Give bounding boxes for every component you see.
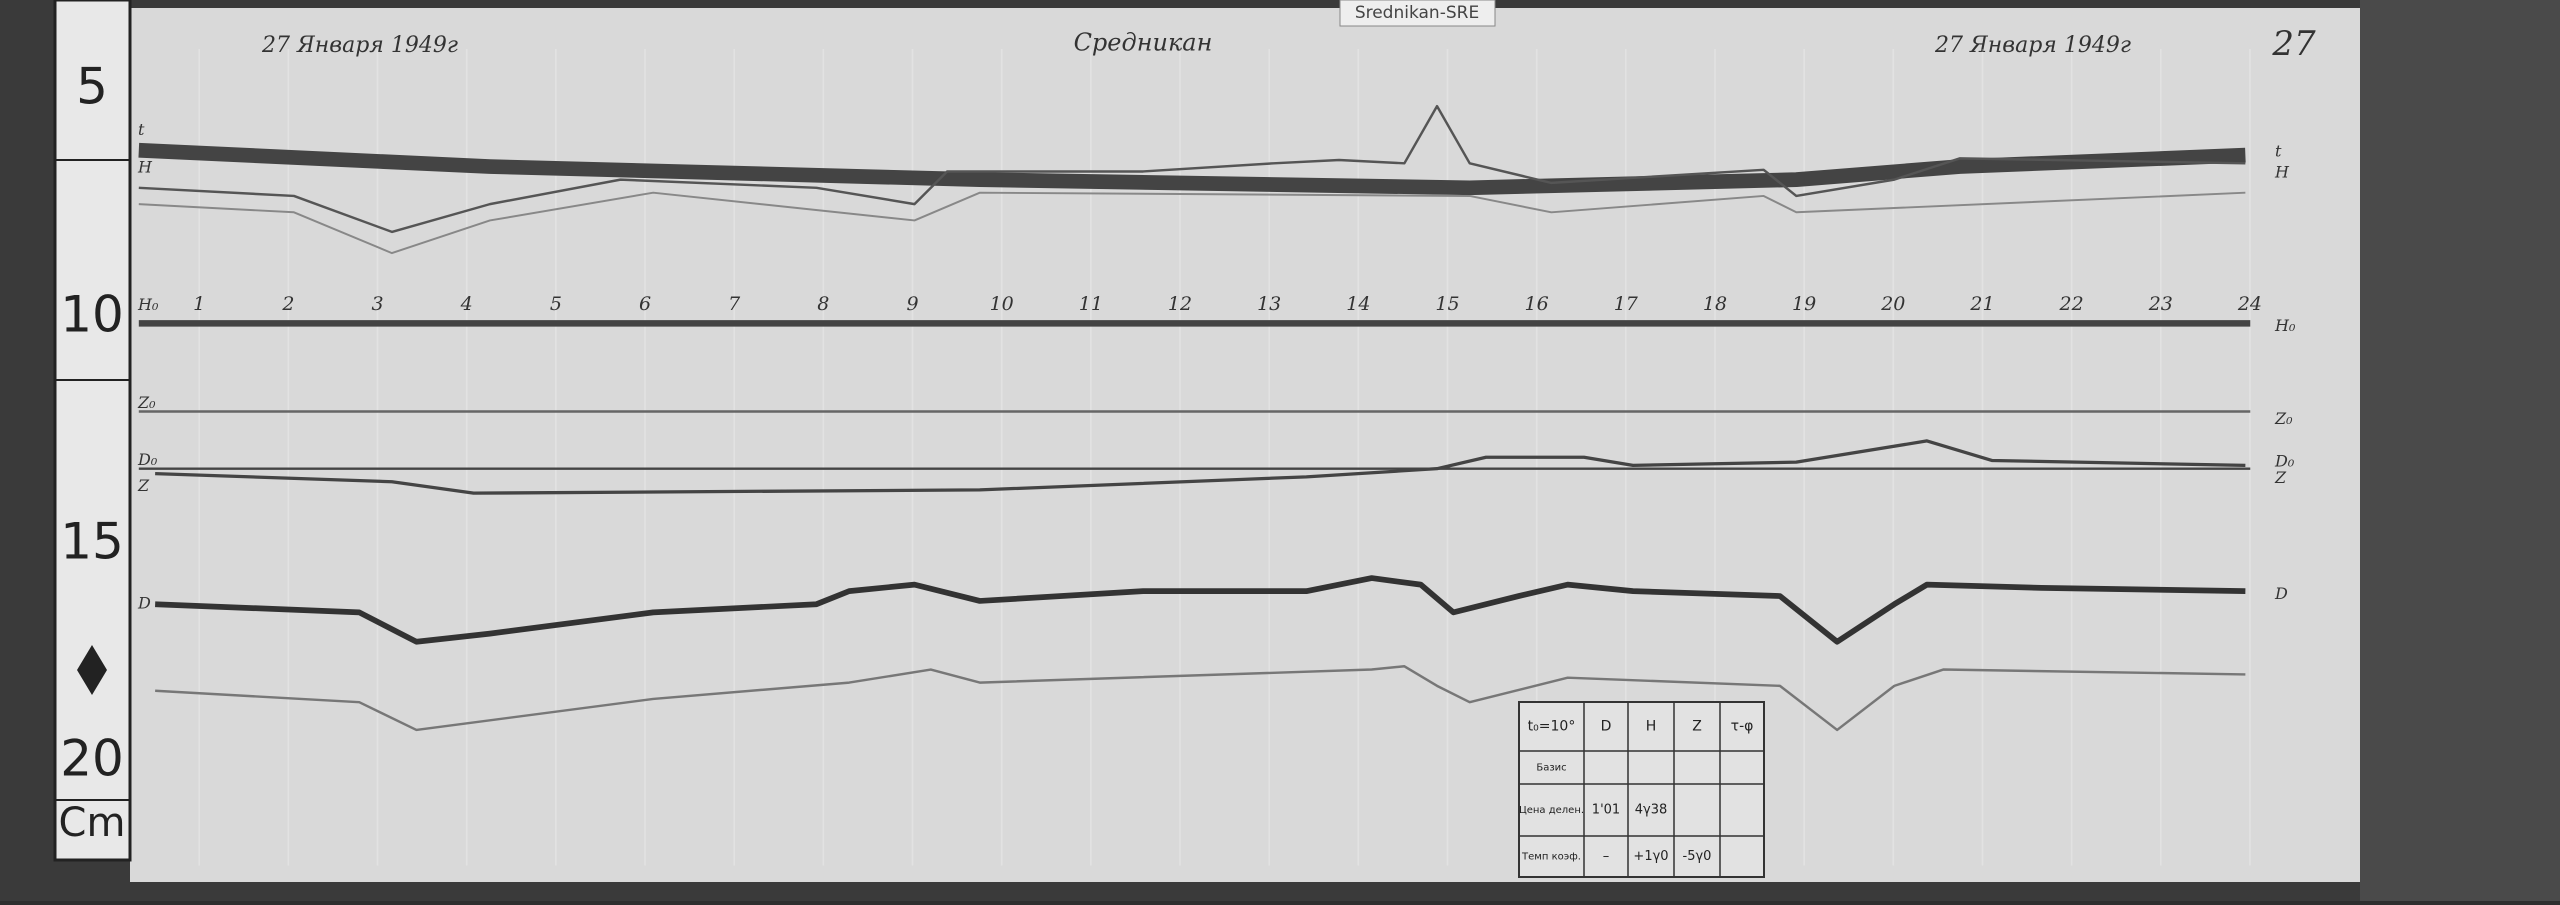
hour-label: 5 [550, 293, 562, 315]
paper [130, 8, 2360, 882]
trace-label: t [2275, 141, 2282, 160]
ruler [53, 0, 132, 862]
date-left: 27 Января 1949г [261, 33, 458, 58]
hour-label: 12 [1168, 293, 1192, 315]
table-cell: – [1603, 849, 1610, 864]
trace-label: D [2274, 584, 2288, 603]
hour-label: 9 [906, 293, 918, 315]
trace-label: Z₀ [2274, 409, 2293, 428]
hour-label: 13 [1257, 293, 1281, 315]
ruler-labels: 5 10 15 20 Cm [55, 58, 130, 846]
hour-label: 15 [1435, 293, 1459, 315]
trace-h [138, 104, 2246, 234]
table-cell: 1'01 [1592, 803, 1620, 818]
table-header: D [1601, 719, 1612, 735]
source-label-box [1339, 0, 1496, 27]
date-right: 27 Января 1949г [1934, 33, 2131, 58]
ruler-unit: Cm [59, 800, 126, 846]
hour-label: 1 [193, 293, 205, 315]
hour-label: 4 [460, 293, 473, 315]
trace-d [155, 575, 2246, 645]
table-cell: Цена делен. [1519, 805, 1584, 816]
table-frame [1518, 701, 1765, 878]
trace-label: D [137, 594, 151, 613]
trace-label: H [137, 158, 153, 177]
table-header: H [1646, 719, 1657, 735]
trace-label: Z₀ [137, 393, 156, 412]
hour-label: 7 [728, 293, 741, 315]
trace-label: t [138, 120, 145, 139]
trace-t [138, 142, 2246, 196]
trace-h-copy [138, 191, 2246, 255]
hour-label: 6 [639, 293, 651, 315]
hour-label: 10 [990, 293, 1014, 315]
table-header: τ-φ [1731, 719, 1754, 735]
ruler-label: 10 [60, 286, 124, 344]
hour-label: 23 [2148, 293, 2173, 315]
table-header: Z [1692, 719, 1702, 735]
table-cell: +1γ0 [1633, 849, 1668, 864]
hour-label: 22 [2059, 293, 2084, 315]
trace-label: Z [2274, 468, 2287, 487]
hour-label: 2 [281, 293, 294, 315]
ruler-label: 5 [76, 58, 108, 116]
table-cell: Темп коэф. [1521, 852, 1581, 863]
hour-label: 19 [1792, 293, 1816, 315]
table-surface [2360, 0, 2560, 901]
table-header: t₀=10° [1528, 719, 1576, 735]
ruler-label: 15 [60, 513, 124, 571]
station: Средникан [1074, 29, 1213, 57]
source-label: Srednikan-SRE [1355, 3, 1479, 23]
hour-label: 18 [1703, 293, 1727, 315]
trace-label: D₀ [137, 450, 158, 469]
hour-label: 21 [1969, 293, 1994, 315]
hour-label: 16 [1525, 293, 1549, 315]
ruler-diamond [77, 645, 107, 695]
traces [138, 48, 2251, 866]
hour-label: 14 [1346, 293, 1370, 315]
trace-d-copy [155, 665, 2246, 732]
hour-label: 11 [1079, 293, 1103, 315]
hour-label: 17 [1614, 293, 1639, 315]
table-cell: Базис [1536, 763, 1566, 774]
hour-label: 8 [817, 293, 829, 315]
trace-label: H₀ [2274, 316, 2296, 335]
trace-label: H [2274, 163, 2290, 182]
trace-label: H₀ [137, 295, 159, 314]
ruler-label: 20 [60, 730, 124, 788]
hour-label: 3 [372, 293, 384, 315]
table-cell: -5γ0 [1683, 849, 1712, 864]
trace-z [155, 439, 2246, 495]
table-cell: 4γ38 [1635, 803, 1668, 818]
trace-label: D₀ [2274, 452, 2295, 471]
page-number: 27 [2271, 24, 2316, 64]
hour-label: 24 [2237, 293, 2262, 315]
trace-label: Z [137, 476, 150, 495]
hour-label: 20 [1880, 293, 1905, 315]
